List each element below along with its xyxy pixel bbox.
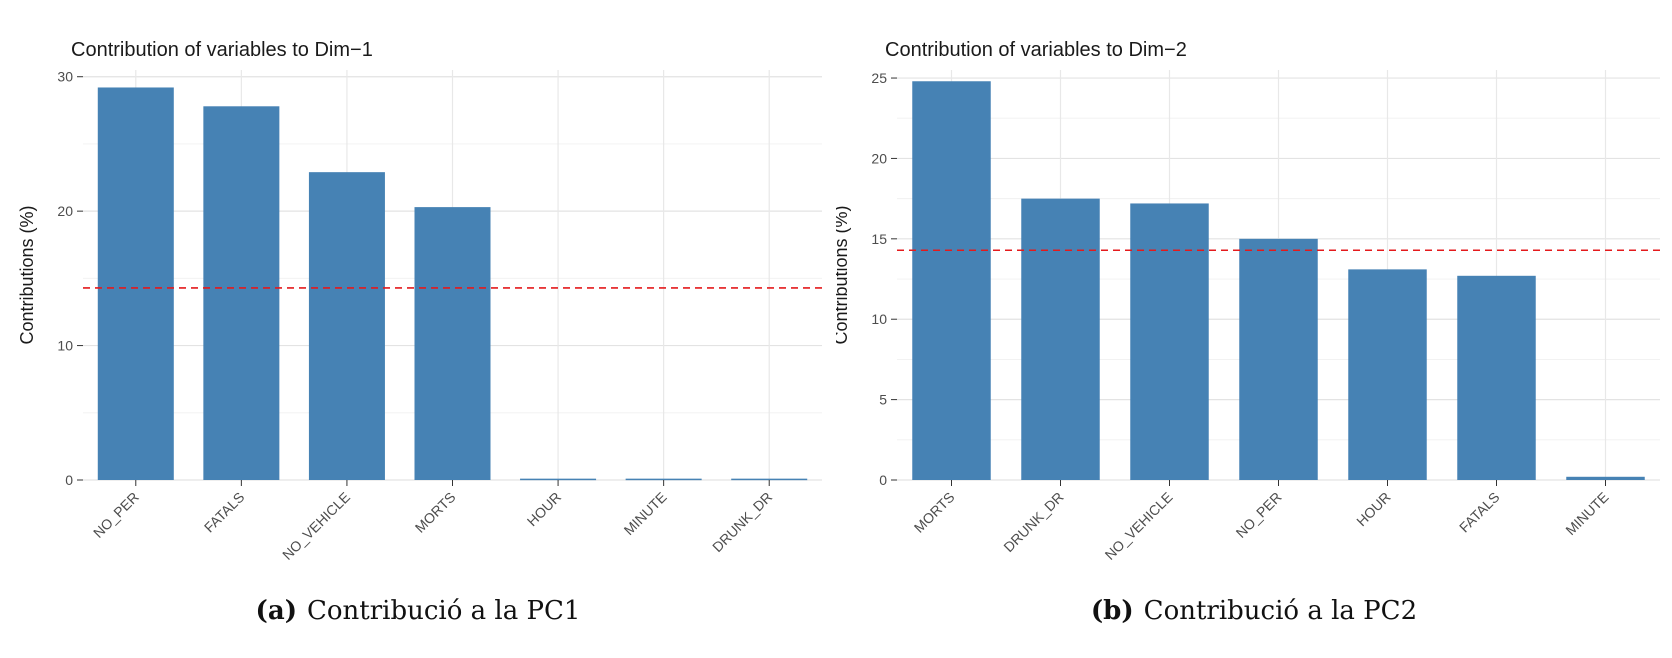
chart-panel-dim2: Contribution of variables to Dim−2 0 5 10 15… xyxy=(836,0,1672,658)
x-tick-label: NO_PER xyxy=(90,489,142,541)
y-tick-label: 5 xyxy=(879,392,887,408)
y-axis-label: Contributions (%) xyxy=(17,205,37,344)
y-tick-label: 10 xyxy=(871,311,887,327)
y-tick-label: 0 xyxy=(879,472,887,488)
x-tick-label: MORTS xyxy=(412,489,459,536)
x-tick-label: DRUNK_DR xyxy=(709,489,775,555)
caption-label: (a) xyxy=(255,596,297,626)
x-tick-label: NO_PER xyxy=(1233,489,1285,541)
bar-drunk-dr xyxy=(1021,198,1100,481)
y-tick-label: 30 xyxy=(57,69,73,85)
x-tick-label: NO_VEHICLE xyxy=(1102,489,1176,563)
bar-minute xyxy=(625,478,702,481)
y-tick-label: 25 xyxy=(871,70,887,86)
x-tick-label: MINUTE xyxy=(1562,489,1611,538)
caption-dim1: (a) Contribució a la PC1 xyxy=(0,596,836,626)
bar-morts xyxy=(912,81,991,480)
caption-dim2: (b) Contribució a la PC2 xyxy=(836,596,1672,626)
x-tick-label: MORTS xyxy=(911,489,958,536)
x-tick-label: NO_VEHICLE xyxy=(279,489,353,563)
caption-label: (b) xyxy=(1090,596,1134,626)
bar-fatals xyxy=(1457,275,1536,480)
x-tick-label: DRUNK_DR xyxy=(1000,489,1066,555)
bar-hour xyxy=(1348,269,1427,480)
caption-text: Contribució a la PC1 xyxy=(307,596,581,626)
chart-title: Contribution of variables to Dim−2 xyxy=(885,39,1187,61)
caption-text: Contribució a la PC2 xyxy=(1143,596,1418,626)
bar-fatals xyxy=(203,106,280,481)
y-axis-label: Contributions (%) xyxy=(836,205,851,344)
x-tick-label: MINUTE xyxy=(620,489,669,538)
y-tick-label: 10 xyxy=(57,338,73,354)
bar-no-vehicle xyxy=(308,172,385,480)
x-tick-label: FATALS xyxy=(201,489,248,536)
bar-morts xyxy=(414,207,491,481)
x-tick-label: HOUR xyxy=(524,489,564,529)
y-tick-label: 15 xyxy=(871,231,887,247)
chart-panel-dim1: Contribution of variables to Dim−1 0 10 20 3… xyxy=(0,39,836,626)
chart-dim1: Contribution of variables to Dim−1 0 10 20 3… xyxy=(17,39,822,563)
chart-title: Contribution of variables to Dim−1 xyxy=(71,39,373,61)
chart-dim2: Contribution of variables to Dim−2 0 5 10 15… xyxy=(836,39,1660,563)
bar-drunk-dr xyxy=(731,478,808,481)
x-tick-label: FATALS xyxy=(1456,489,1503,536)
bar-minute xyxy=(1566,476,1645,480)
bar-no-per xyxy=(97,87,174,481)
bar-no-per xyxy=(1239,238,1318,480)
bar-no-vehicle xyxy=(1130,203,1209,480)
y-tick-label: 0 xyxy=(65,472,73,488)
y-tick-label: 20 xyxy=(871,150,887,166)
x-tick-label: HOUR xyxy=(1353,489,1393,529)
bar-hour xyxy=(520,478,597,481)
y-tick-label: 20 xyxy=(57,203,73,219)
